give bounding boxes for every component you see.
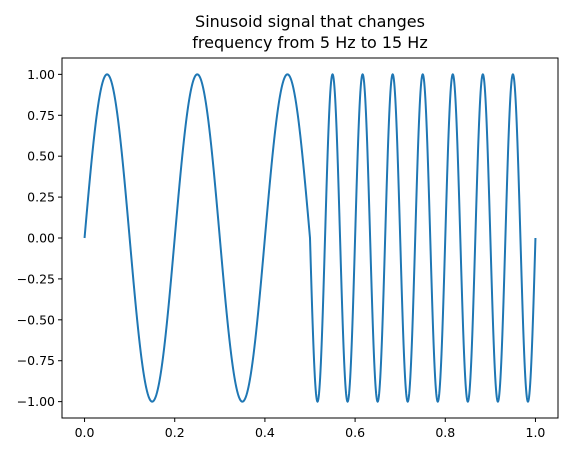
y-axis: 1.00 0.75 0.50 0.25 0.00 −0.25 −0.50 −0.75 −1.00 [17,67,62,409]
plot-area [83,73,537,403]
x-axis: 0.0 0.2 0.4 0.6 0.8 1.0 [75,418,546,440]
x-tick-label: 0.4 [255,425,275,440]
x-tick-label: 0.0 [75,425,95,440]
chart-title-line-1: Sinusoid signal that changes [195,12,425,31]
x-tick-label: 0.2 [165,425,185,440]
y-tick-label: −0.50 [17,312,55,327]
y-tick-label: 0.00 [27,231,55,246]
y-tick-label: −0.25 [17,271,55,286]
y-tick-label: −0.75 [17,353,55,368]
y-tick-label: −1.00 [17,394,55,409]
y-tick-label: 0.75 [27,108,55,123]
y-tick-label: 0.50 [27,149,55,164]
y-tick-label: 1.00 [27,67,55,82]
chart-title-line-2: frequency from 5 Hz to 15 Hz [192,33,427,52]
x-tick-label: 1.0 [526,425,546,440]
x-tick-label: 0.6 [345,425,365,440]
x-tick-label: 0.8 [435,425,455,440]
series-line-0 [83,73,537,403]
axes-frame [61,57,559,419]
y-tick-label: 0.25 [27,190,55,205]
